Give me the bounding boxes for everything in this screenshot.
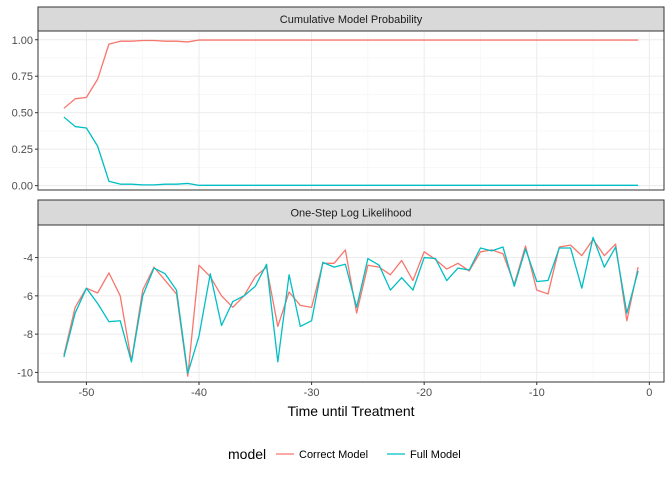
y-tick-label: -10 (17, 367, 33, 379)
x-tick-label: -30 (304, 387, 320, 399)
x-tick-label: 0 (646, 387, 652, 399)
series-line-full-model (63, 116, 639, 186)
series-line-correct-model (63, 39, 639, 109)
x-tick-label: -10 (529, 387, 545, 399)
x-tick-label: -40 (191, 387, 207, 399)
panel-background (38, 31, 664, 190)
y-tick-label: 1.00 (12, 35, 33, 47)
legend-entry-label: Correct Model (299, 449, 368, 461)
y-tick-label: 0.00 (12, 181, 33, 193)
series-line-correct-model (63, 238, 639, 377)
x-axis-title: Time until Treatment (287, 403, 414, 419)
y-tick-label: 0.25 (12, 144, 33, 156)
series-line-full-model (63, 236, 639, 375)
y-tick-label: -8 (23, 329, 33, 341)
y-tick-label: -6 (23, 291, 33, 303)
y-tick-label: 0.75 (12, 71, 33, 83)
facet-strip (37, 199, 665, 226)
facet-strip (37, 6, 665, 32)
facet-strip-label: Cumulative Model Probability (280, 14, 423, 26)
y-tick-label: -4 (23, 253, 33, 265)
panel-background (38, 225, 664, 382)
facet-strip-label: One-Step Log Likelihood (290, 208, 411, 220)
legend-title: model (228, 446, 266, 462)
facet-panel-1: Cumulative Model Probability 0.00 0.25 0.50… (12, 6, 665, 193)
y-tick-label: 0.50 (12, 108, 33, 120)
facet-panel-2: One-Step Log Likelihood -10 -8 -6 -4 (17, 199, 665, 383)
legend-entry-label: Full Model (410, 449, 461, 461)
x-tick-label: -50 (78, 387, 94, 399)
x-tick-label: -20 (416, 387, 432, 399)
legend: model Correct Model Full Model (228, 446, 461, 462)
